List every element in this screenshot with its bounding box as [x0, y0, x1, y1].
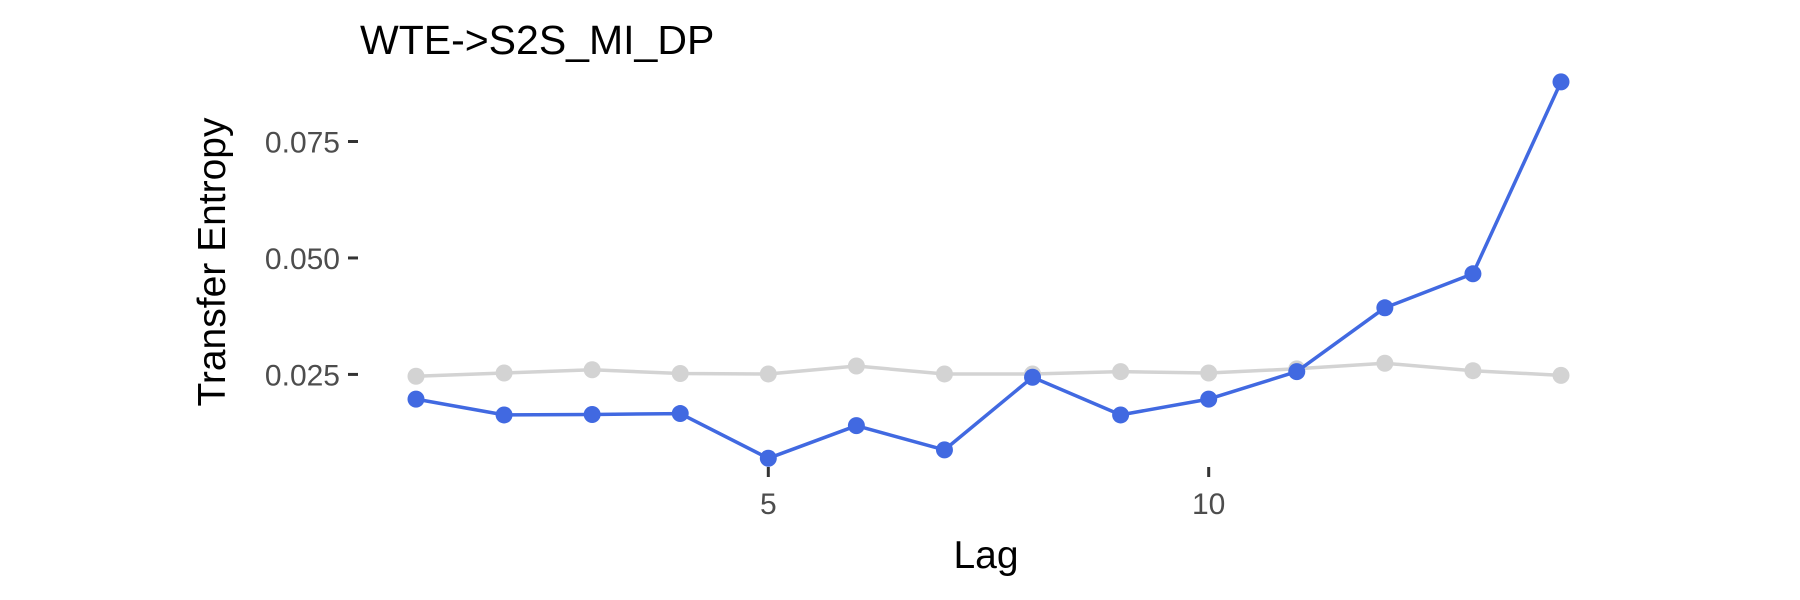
data-point — [759, 365, 777, 383]
data-point — [1464, 362, 1482, 380]
data-point — [935, 441, 953, 459]
y-tick-label: 0.075 — [265, 126, 340, 159]
data-point — [759, 449, 777, 467]
data-point — [1552, 73, 1570, 91]
data-point — [1112, 363, 1130, 381]
x-tick-label: 10 — [1192, 488, 1225, 521]
y-axis: 0.025 0.050 0.075 — [265, 126, 358, 392]
data-point — [1112, 406, 1130, 424]
series-1 — [407, 354, 1570, 385]
data-point — [495, 406, 513, 424]
data-point — [1376, 299, 1394, 317]
data-point — [1288, 363, 1306, 381]
series-line — [415, 361, 1562, 379]
x-axis-title: Lag — [953, 534, 1018, 577]
series-line — [415, 81, 1563, 461]
data-point — [935, 365, 953, 383]
data-point — [583, 405, 601, 423]
data-point — [407, 390, 425, 408]
data-point — [1024, 368, 1042, 386]
series-layer — [407, 73, 1570, 467]
y-tick-label: 0.050 — [265, 243, 340, 276]
data-point — [583, 361, 601, 379]
data-point — [1200, 390, 1218, 408]
y-axis-title: Transfer Entropy — [191, 117, 234, 406]
data-point — [1200, 364, 1218, 382]
x-tick-label: 5 — [760, 488, 777, 521]
series-2 — [407, 73, 1570, 467]
data-point — [495, 364, 513, 382]
data-point — [671, 364, 689, 382]
x-axis: 5 10 — [760, 467, 1225, 521]
chart-title: WTE->S2S_MI_DP — [360, 17, 714, 63]
data-point — [1376, 354, 1394, 372]
data-point — [407, 367, 425, 385]
data-point — [1464, 265, 1482, 283]
y-tick-label: 0.025 — [265, 359, 340, 392]
data-point — [671, 405, 689, 423]
data-point — [847, 417, 865, 435]
data-point — [847, 357, 865, 375]
data-point — [1552, 366, 1570, 384]
